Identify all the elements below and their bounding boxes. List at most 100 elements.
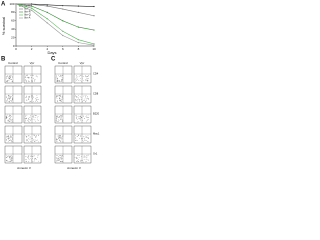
cell-dot xyxy=(60,135,61,137)
cell-dot xyxy=(27,80,29,82)
cell-dot xyxy=(56,98,58,99)
cell-dot xyxy=(30,120,31,121)
cell-dot xyxy=(11,119,12,121)
cell-dot xyxy=(8,139,9,141)
cell-dot xyxy=(81,75,83,77)
cell-dot xyxy=(32,80,33,82)
cell-dot xyxy=(57,81,58,82)
cell-dot xyxy=(7,80,9,81)
cell-dot xyxy=(8,155,10,157)
cell-dot xyxy=(28,78,30,79)
cell-dot xyxy=(83,140,84,142)
cell-dot xyxy=(85,101,86,103)
series-line xyxy=(16,3,95,7)
cell-dot xyxy=(83,76,85,77)
cell-dot xyxy=(75,117,77,118)
cell-dot xyxy=(6,81,7,82)
cell-dot xyxy=(28,96,29,97)
cell-dot xyxy=(83,98,85,100)
cell-dot xyxy=(33,97,34,98)
cell-dot xyxy=(60,76,62,78)
cell-dot xyxy=(78,99,80,100)
cell-dot xyxy=(25,116,26,117)
cell-dot xyxy=(8,95,10,96)
cell-dot xyxy=(26,136,27,137)
cell-dot xyxy=(60,76,61,77)
cell-dot xyxy=(36,135,37,136)
cell-dot xyxy=(24,114,26,116)
cell-dot xyxy=(57,96,59,97)
cell-dot xyxy=(57,160,59,161)
cell-dot xyxy=(78,159,79,160)
cell-dot xyxy=(33,155,34,157)
cell-dot xyxy=(61,95,63,97)
cell-dot xyxy=(27,157,28,158)
cell-dot xyxy=(56,139,58,141)
cell-dot xyxy=(9,99,10,101)
cell-dot xyxy=(26,161,27,162)
cell-dot xyxy=(85,99,87,101)
cell-dot xyxy=(9,121,10,122)
cell-dot xyxy=(32,81,33,82)
cell-dot xyxy=(75,139,76,141)
cell-dot xyxy=(61,159,63,160)
cell-dot xyxy=(26,80,28,81)
cell-dot xyxy=(78,157,80,158)
cell-dot xyxy=(34,159,36,160)
cell-dot xyxy=(61,157,62,158)
cell-dot xyxy=(84,157,86,158)
cell-dot xyxy=(25,160,27,162)
dot-plot xyxy=(73,65,92,84)
cell-dot xyxy=(76,78,78,80)
cell-dot xyxy=(33,114,35,116)
cell-dot xyxy=(57,100,58,102)
cell-dot xyxy=(24,77,26,78)
cell-dot xyxy=(88,119,89,120)
cell-dot xyxy=(76,79,77,81)
cell-dot xyxy=(62,121,63,122)
cell-dot xyxy=(24,120,26,121)
legend-label: Vpr xyxy=(24,8,28,11)
cell-dot xyxy=(62,114,63,116)
cell-dot xyxy=(86,156,88,158)
cell-dot xyxy=(58,116,59,118)
cell-dot xyxy=(76,139,77,141)
cell-dot xyxy=(34,119,36,121)
cell-dot xyxy=(30,119,32,121)
cell-dot xyxy=(30,155,32,156)
cell-dot xyxy=(56,74,57,76)
cell-dot xyxy=(25,118,26,119)
cell-dot xyxy=(8,135,9,136)
cell-dot xyxy=(81,156,82,157)
cell-dot xyxy=(56,95,57,97)
cell-dot xyxy=(79,138,80,139)
cell-dot xyxy=(31,159,32,161)
cell-dot xyxy=(24,117,26,119)
dot-plot xyxy=(54,85,73,104)
cell-dot xyxy=(55,157,57,159)
cell-dot xyxy=(83,155,85,156)
cell-dot xyxy=(58,136,59,137)
cell-dot xyxy=(11,81,13,83)
cell-dot xyxy=(59,137,60,138)
cell-dot xyxy=(12,134,13,136)
cell-dot xyxy=(78,95,79,97)
cell-dot xyxy=(26,156,28,158)
cell-dot xyxy=(59,137,61,138)
cell-dot xyxy=(79,117,81,119)
point xyxy=(77,42,79,44)
cell-dot xyxy=(59,99,61,101)
cell-dot xyxy=(83,161,85,163)
cell-dot xyxy=(30,75,31,77)
point xyxy=(62,34,64,37)
cell-dot xyxy=(35,137,36,138)
cell-dot xyxy=(9,159,11,160)
cell-dot xyxy=(27,140,28,141)
cell-dot xyxy=(8,77,9,78)
cell-dot xyxy=(11,139,13,140)
cell-dot xyxy=(25,156,26,157)
cell-dot xyxy=(56,78,58,79)
cell-dot xyxy=(7,155,9,157)
cell-dot xyxy=(61,116,62,117)
cell-dot xyxy=(62,77,64,78)
